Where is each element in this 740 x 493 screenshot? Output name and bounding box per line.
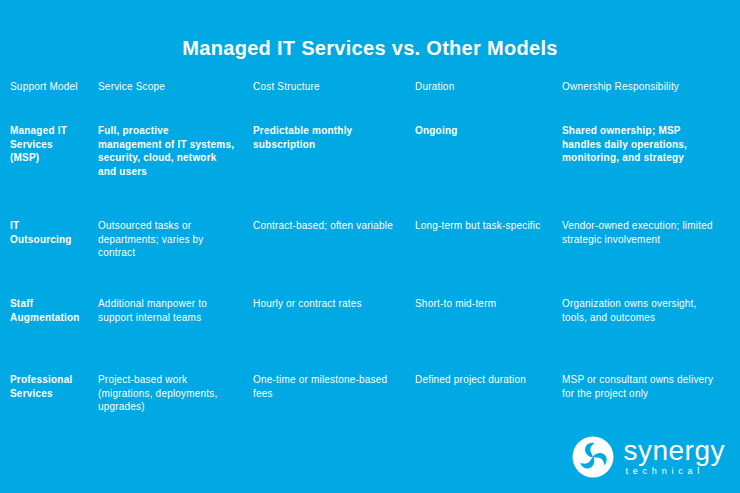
row-label-it-outsourcing: IT Outsourcing — [10, 219, 98, 246]
table-cell: Vendor-owned execution; limited strategi… — [562, 219, 736, 246]
row-label-professional-services: Professional Services — [10, 373, 98, 400]
synergy-swirl-icon — [572, 436, 614, 478]
page-title: Managed IT Services vs. Other Models — [0, 37, 740, 60]
logo-tagline: technical — [623, 466, 704, 476]
table-cell: Additional manpower to support internal … — [98, 297, 253, 324]
table-cell: Contract-based; often variable — [253, 219, 415, 233]
table-cell: Short-to mid-term — [415, 297, 562, 311]
row-label-managed-it-services: Managed IT Services (MSP) — [10, 124, 98, 165]
table-cell: One-time or milestone-based fees — [253, 373, 415, 400]
logo-brand-name: synergy — [623, 438, 725, 464]
table-cell: Organization owns oversight, tools, and … — [562, 297, 736, 324]
table-cell: Hourly or contract rates — [253, 297, 415, 311]
table-cell: MSP or consultant owns delivery for the … — [562, 373, 736, 400]
column-header-duration: Duration — [415, 80, 562, 94]
table-cell: Long-term but task-specific — [415, 219, 562, 233]
table-cell: Full, proactive management of IT systems… — [98, 124, 253, 178]
row-label-staff-augmentation: Staff Augmentation — [10, 297, 98, 324]
table-cell: Predictable monthly subscription — [253, 124, 415, 151]
table-cell: Ongoing — [415, 124, 562, 138]
column-header-ownership-responsibility: Ownership Responsibility — [562, 80, 736, 94]
logo-wordmark: synergy technical — [623, 438, 725, 476]
table-cell: Defined project duration — [415, 373, 562, 387]
table-cell: Project-based work (migrations, deployme… — [98, 373, 253, 414]
comparison-table: Support Model Service Scope Cost Structu… — [10, 80, 736, 414]
table-cell: Outsourced tasks or departments; varies … — [98, 219, 253, 260]
column-header-support-model: Support Model — [10, 80, 98, 94]
slide-canvas: Managed IT Services vs. Other Models Sup… — [0, 0, 740, 493]
table-cell: Shared ownership; MSP handles daily oper… — [562, 124, 736, 165]
column-header-cost-structure: Cost Structure — [253, 80, 415, 94]
synergy-technical-logo: synergy technical — [572, 436, 725, 478]
column-header-service-scope: Service Scope — [98, 80, 253, 94]
